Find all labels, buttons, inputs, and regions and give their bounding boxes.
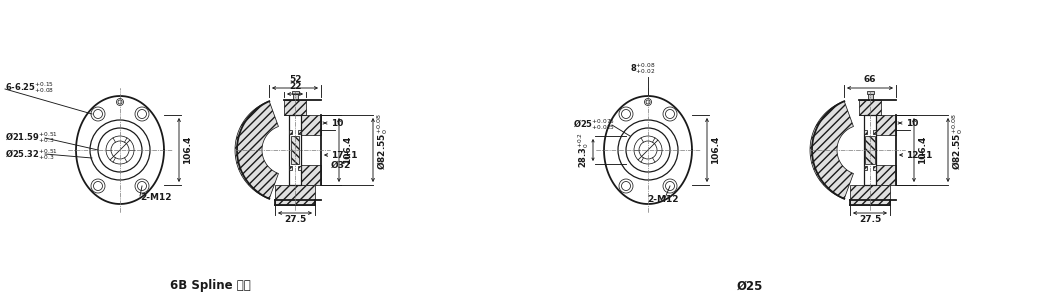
Text: 22: 22: [289, 82, 301, 91]
Text: Ø82.55$^{+0.08}_{0}$: Ø82.55$^{+0.08}_{0}$: [950, 114, 965, 170]
Bar: [289, 130, 292, 134]
Bar: [289, 115, 301, 185]
Text: 66: 66: [864, 75, 877, 84]
Text: Ø32: Ø32: [331, 161, 352, 170]
Text: Ø21.59$^{+0.51}_{+0.3}$: Ø21.59$^{+0.51}_{+0.3}$: [5, 131, 58, 145]
Text: 6B Spline 花鍵: 6B Spline 花鍵: [170, 280, 250, 293]
Polygon shape: [275, 185, 315, 205]
Bar: [873, 166, 876, 170]
Text: 6-6.25$^{+0.15}_{+0.08}$: 6-6.25$^{+0.15}_{+0.08}$: [5, 80, 55, 95]
Text: Ø25$^{+0.075}_{+0.025}$: Ø25$^{+0.075}_{+0.025}$: [573, 117, 615, 132]
Bar: [291, 136, 299, 164]
Polygon shape: [301, 115, 321, 135]
Text: Ø82.55$^{+0.08}_{0}$: Ø82.55$^{+0.08}_{0}$: [375, 114, 390, 170]
Polygon shape: [850, 185, 890, 205]
Text: 12±1: 12±1: [906, 150, 932, 159]
Polygon shape: [876, 115, 896, 135]
Polygon shape: [284, 100, 306, 115]
Bar: [864, 166, 867, 170]
Polygon shape: [810, 101, 854, 199]
Text: Ø25.32$^{+0.51}_{+0.3}$: Ø25.32$^{+0.51}_{+0.3}$: [5, 148, 58, 162]
Bar: [865, 136, 875, 164]
Bar: [864, 115, 876, 185]
Text: 27.5: 27.5: [284, 215, 307, 224]
Text: 2-M12: 2-M12: [140, 193, 171, 203]
Text: 27.5: 27.5: [859, 215, 881, 224]
Polygon shape: [235, 101, 278, 199]
Text: 106.4: 106.4: [183, 136, 192, 164]
Polygon shape: [301, 165, 321, 185]
Text: 106.4: 106.4: [918, 136, 927, 164]
Polygon shape: [859, 100, 881, 115]
Bar: [867, 94, 873, 100]
Text: 28.3$^{+0.2}_{0}$: 28.3$^{+0.2}_{0}$: [576, 132, 591, 168]
Bar: [293, 94, 297, 100]
Text: Ø25: Ø25: [737, 280, 763, 293]
Text: 8$^{+0.08}_{+0.02}$: 8$^{+0.08}_{+0.02}$: [630, 61, 656, 76]
Polygon shape: [876, 165, 896, 185]
Text: 106.4: 106.4: [711, 136, 720, 164]
Text: 17±1: 17±1: [331, 150, 357, 159]
Bar: [298, 130, 301, 134]
Text: 10: 10: [331, 119, 343, 128]
Bar: [864, 130, 867, 134]
Text: 10: 10: [906, 119, 919, 128]
Text: 2-M12: 2-M12: [647, 195, 678, 204]
Bar: [289, 166, 292, 170]
Text: 106.4: 106.4: [343, 136, 352, 164]
Bar: [866, 91, 874, 94]
Bar: [873, 130, 876, 134]
Text: 52: 52: [289, 75, 301, 84]
Bar: [292, 91, 298, 94]
Bar: [298, 166, 301, 170]
